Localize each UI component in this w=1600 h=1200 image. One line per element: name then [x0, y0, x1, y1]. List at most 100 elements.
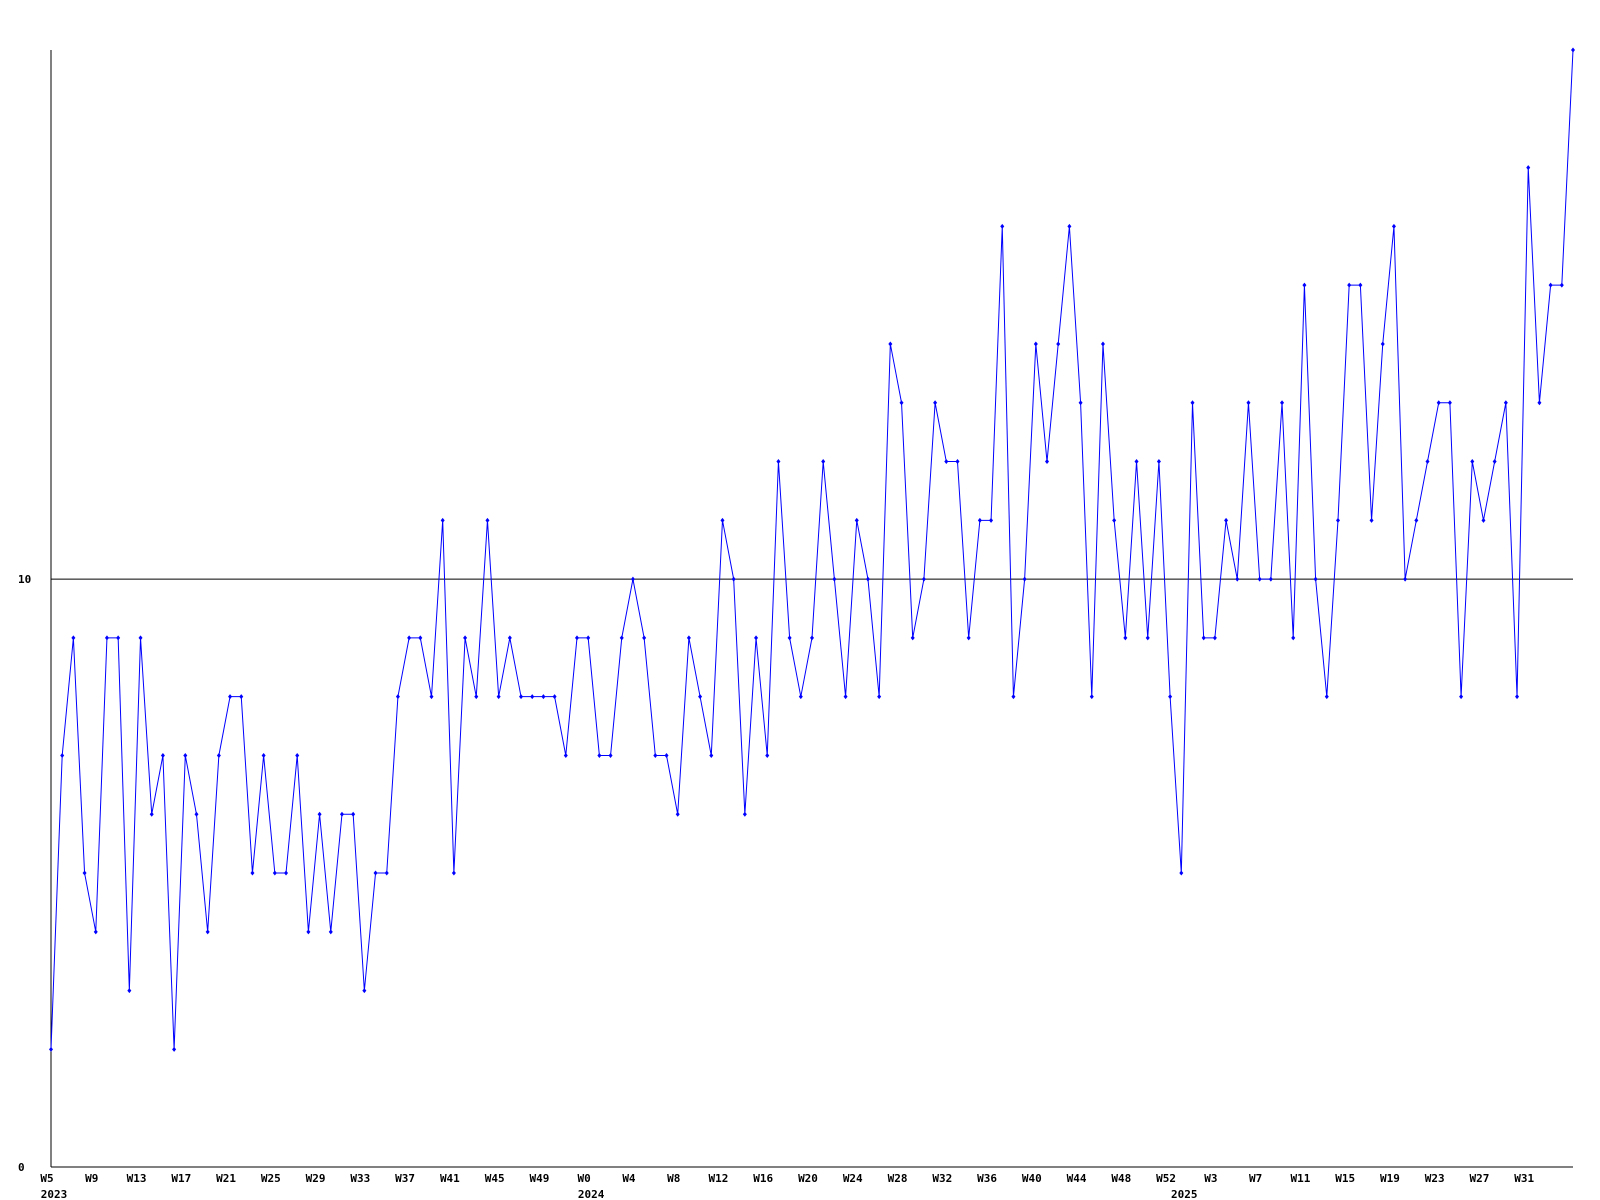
- data-point: [530, 694, 535, 700]
- data-point: [1145, 635, 1150, 641]
- x-tick-label: W19: [1380, 1172, 1400, 1185]
- data-point: [574, 635, 579, 641]
- data-point: [1571, 47, 1575, 53]
- data-point: [933, 400, 938, 406]
- x-tick-label: W49: [529, 1172, 549, 1185]
- data-point: [339, 811, 344, 817]
- data-point: [653, 752, 658, 758]
- x-tick-label: W27: [1470, 1172, 1490, 1185]
- data-point: [1156, 459, 1161, 465]
- data-point: [306, 929, 311, 935]
- data-point: [485, 517, 490, 523]
- data-point: [1503, 400, 1508, 406]
- x-tick-label: W37: [395, 1172, 415, 1185]
- x-tick-label: W40: [1022, 1172, 1042, 1185]
- x-tick-label: W12: [709, 1172, 729, 1185]
- data-point: [1347, 282, 1352, 288]
- data-point: [205, 929, 210, 935]
- data-point: [1033, 341, 1038, 347]
- data-point: [1302, 282, 1307, 288]
- data-point: [451, 870, 456, 876]
- data-point: [966, 635, 971, 641]
- data-point: [563, 752, 568, 758]
- x-tick-label: W31: [1514, 1172, 1534, 1185]
- data-line: [50, 49, 1574, 1050]
- data-point: [944, 459, 949, 465]
- data-point: [104, 635, 109, 641]
- data-point: [250, 870, 255, 876]
- data-point: [1257, 576, 1262, 582]
- data-point: [216, 752, 221, 758]
- data-point: [239, 694, 244, 700]
- x-tick-label: W24: [843, 1172, 863, 1185]
- data-point: [407, 635, 412, 641]
- data-point: [597, 752, 602, 758]
- x-tick-label: W0: [578, 1172, 591, 1185]
- data-point: [731, 576, 736, 582]
- data-point: [1123, 635, 1128, 641]
- data-point: [1313, 576, 1318, 582]
- data-point: [1470, 459, 1475, 465]
- data-point: [843, 694, 848, 700]
- data-point: [977, 517, 982, 523]
- data-point: [1391, 223, 1396, 229]
- data-point: [519, 694, 524, 700]
- data-point: [284, 870, 289, 876]
- data-point: [1100, 341, 1105, 347]
- data-point: [608, 752, 613, 758]
- x-tick-label: W4: [622, 1172, 636, 1185]
- data-point: [1089, 694, 1094, 700]
- data-point: [1134, 459, 1139, 465]
- data-point: [1548, 282, 1553, 288]
- data-point: [160, 752, 165, 758]
- data-point: [1515, 694, 1520, 700]
- data-point: [60, 752, 65, 758]
- data-point: [877, 694, 882, 700]
- data-point: [1022, 576, 1027, 582]
- data-point: [71, 635, 76, 641]
- data-point: [183, 752, 188, 758]
- data-point: [1224, 517, 1229, 523]
- x-tick-label: W15: [1335, 1172, 1355, 1185]
- data-point: [675, 811, 680, 817]
- data-point: [1537, 400, 1542, 406]
- x-tick-label: W45: [485, 1172, 505, 1185]
- data-point: [1235, 576, 1240, 582]
- data-point: [1201, 635, 1206, 641]
- data-point: [194, 811, 199, 817]
- data-point: [474, 694, 479, 700]
- data-point: [1526, 165, 1531, 171]
- x-tick-label: W8: [667, 1172, 680, 1185]
- data-point: [989, 517, 994, 523]
- data-point: [586, 635, 591, 641]
- data-point: [172, 1046, 177, 1052]
- data-point: [1291, 635, 1296, 641]
- x-tick-label: W5: [40, 1172, 53, 1185]
- data-point: [642, 635, 647, 641]
- x-tick-label: W41: [440, 1172, 460, 1185]
- data-point: [552, 694, 557, 700]
- data-point: [1492, 459, 1497, 465]
- data-point: [776, 459, 781, 465]
- x-tick-label: W44: [1067, 1172, 1087, 1185]
- data-point: [865, 576, 870, 582]
- data-point: [754, 635, 759, 641]
- data-point: [272, 870, 277, 876]
- data-point: [1000, 223, 1005, 229]
- data-point: [1447, 400, 1452, 406]
- data-point: [93, 929, 98, 935]
- data-point: [49, 1046, 53, 1052]
- x-tick-label: W29: [306, 1172, 326, 1185]
- x-tick-label: W28: [888, 1172, 908, 1185]
- data-point: [619, 635, 624, 641]
- y-tick-label: 0: [18, 1161, 25, 1174]
- data-point: [854, 517, 859, 523]
- data-point: [507, 635, 512, 641]
- data-point: [1324, 694, 1329, 700]
- data-point: [1045, 459, 1050, 465]
- data-point: [1414, 517, 1419, 523]
- x-tick-label: W48: [1111, 1172, 1131, 1185]
- x-tick-label: W9: [85, 1172, 98, 1185]
